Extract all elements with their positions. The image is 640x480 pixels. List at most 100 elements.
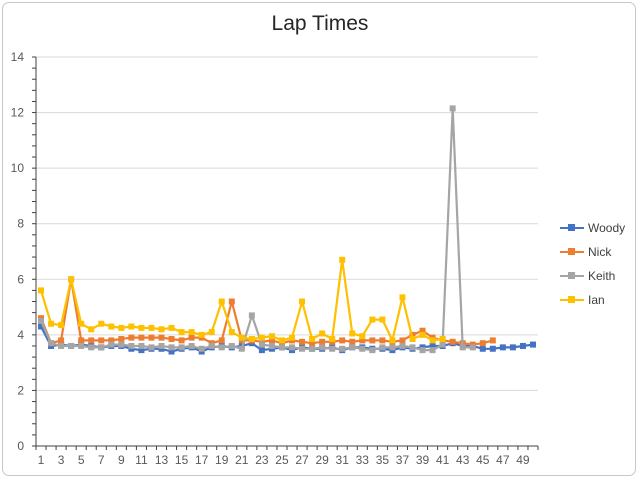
data-point-ian xyxy=(48,320,55,327)
y-tick-label: 0 xyxy=(17,439,24,453)
data-point-nick xyxy=(479,340,486,347)
x-tick-label: 3 xyxy=(58,453,65,467)
x-tick-label: 31 xyxy=(336,453,350,467)
data-point-keith xyxy=(379,344,386,351)
data-point-nick xyxy=(98,337,105,344)
data-point-nick xyxy=(399,337,406,344)
data-point-keith xyxy=(158,342,165,349)
data-point-nick xyxy=(218,337,225,344)
data-point-nick xyxy=(188,334,195,341)
data-point-ian xyxy=(168,324,175,331)
x-tick-label: 15 xyxy=(175,453,189,467)
data-point-nick xyxy=(449,338,456,345)
data-point-woody xyxy=(499,344,506,351)
legend-swatch xyxy=(560,223,584,233)
x-tick-label: 47 xyxy=(496,453,510,467)
data-point-ian xyxy=(88,326,95,333)
chart-title: Lap Times xyxy=(271,12,369,35)
data-point-ian xyxy=(299,298,306,305)
data-point-keith xyxy=(349,344,356,351)
data-point-nick xyxy=(158,334,165,341)
data-point-ian xyxy=(218,298,225,305)
data-point-ian xyxy=(409,336,416,343)
series-ian xyxy=(38,256,446,344)
data-point-keith xyxy=(389,344,396,351)
data-point-keith xyxy=(419,347,426,354)
data-point-keith xyxy=(178,344,185,351)
data-point-nick xyxy=(138,334,145,341)
data-point-ian xyxy=(108,323,115,330)
data-point-keith xyxy=(38,317,45,324)
data-point-keith xyxy=(198,345,205,352)
data-point-woody xyxy=(258,347,265,354)
data-point-keith xyxy=(98,344,105,351)
data-point-ian xyxy=(429,337,436,344)
data-point-nick xyxy=(379,337,386,344)
data-point-keith xyxy=(309,345,316,352)
data-point-ian xyxy=(38,287,45,294)
x-tick-label: 35 xyxy=(376,453,390,467)
legend: Woody Nick Keith Ian xyxy=(560,216,638,312)
x-tick-label: 25 xyxy=(275,453,289,467)
data-point-keith xyxy=(469,344,476,351)
x-tick-label: 21 xyxy=(235,453,249,467)
data-point-ian xyxy=(399,294,406,301)
data-point-ian xyxy=(58,322,65,329)
x-tick-label: 19 xyxy=(215,453,229,467)
data-point-keith xyxy=(369,347,376,354)
data-point-nick xyxy=(178,337,185,344)
data-point-woody xyxy=(519,342,526,349)
data-point-ian xyxy=(369,316,376,323)
x-tick-label: 1 xyxy=(38,453,45,467)
data-point-woody xyxy=(489,345,496,352)
data-point-nick xyxy=(419,327,426,334)
x-tick-label: 43 xyxy=(456,453,470,467)
data-point-ian xyxy=(278,337,285,344)
data-point-woody xyxy=(479,345,486,352)
data-point-keith xyxy=(289,344,296,351)
data-point-ian xyxy=(258,334,265,341)
data-point-keith xyxy=(299,345,306,352)
data-point-nick xyxy=(148,334,155,341)
x-tick-label: 7 xyxy=(98,453,105,467)
x-tick-label: 37 xyxy=(396,453,410,467)
data-point-ian xyxy=(289,334,296,341)
data-point-keith xyxy=(319,344,326,351)
data-point-keith xyxy=(409,344,416,351)
data-point-ian xyxy=(389,337,396,344)
chart-frame xyxy=(2,2,636,476)
data-point-nick xyxy=(339,337,346,344)
data-point-keith xyxy=(329,345,336,352)
series-layer xyxy=(38,105,536,355)
y-tick-label: 6 xyxy=(17,272,24,286)
data-point-woody xyxy=(509,344,516,351)
legend-item-ian: Ian xyxy=(560,288,638,312)
data-point-keith xyxy=(188,342,195,349)
data-point-nick xyxy=(349,338,356,345)
x-tick-label: 33 xyxy=(356,453,370,467)
data-point-keith xyxy=(268,342,275,349)
data-point-keith xyxy=(359,345,366,352)
data-point-keith xyxy=(218,344,225,351)
data-point-woody xyxy=(138,347,145,354)
data-point-keith xyxy=(339,345,346,352)
x-tick-label: 17 xyxy=(195,453,209,467)
data-point-ian xyxy=(118,324,125,331)
data-point-ian xyxy=(148,324,155,331)
series-keith xyxy=(38,105,476,354)
legend-item-nick: Nick xyxy=(560,240,638,264)
data-point-ian xyxy=(359,333,366,340)
data-point-nick xyxy=(108,337,115,344)
data-point-keith xyxy=(228,342,235,349)
series-line-ian xyxy=(39,258,443,342)
grid-lines xyxy=(36,56,538,447)
data-point-ian xyxy=(248,336,255,343)
y-tick-label: 2 xyxy=(17,383,24,397)
legend-label: Woody xyxy=(588,221,626,235)
y-tick-label: 8 xyxy=(17,217,24,231)
legend-item-woody: Woody xyxy=(560,216,638,240)
y-tick-label: 10 xyxy=(11,161,25,175)
data-point-keith xyxy=(118,341,125,348)
data-point-ian xyxy=(349,330,356,337)
